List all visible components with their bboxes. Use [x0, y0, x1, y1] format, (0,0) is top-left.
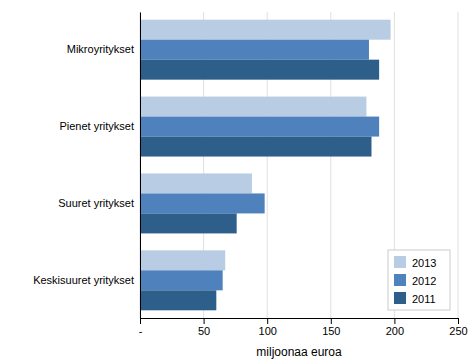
- bar: [140, 97, 366, 117]
- x-axis: - 50 100 150 200 250: [139, 318, 468, 337]
- x-tick: 200: [386, 318, 404, 337]
- legend-item: 2013: [394, 256, 436, 269]
- x-tick: 50: [198, 318, 210, 337]
- grid-line: [140, 12, 141, 318]
- grid-line: [458, 12, 459, 318]
- y-tick-label: Keskisuuret yritykset: [33, 274, 134, 286]
- legend-swatch: [394, 256, 406, 268]
- bar: [140, 117, 379, 137]
- plot: - 50 100 150 200 250 Mikroyritykset Pienet yrit…: [33, 12, 468, 337]
- x-tick-label: 50: [198, 325, 210, 337]
- bar: [140, 250, 225, 270]
- x-tick: 150: [322, 318, 340, 337]
- x-tick-mark: [394, 318, 395, 324]
- x-tick-mark: [267, 318, 268, 324]
- y-axis: Mikroyritykset Pienet yritykset Suuret yri…: [33, 13, 140, 319]
- x-tick: -: [139, 318, 143, 337]
- y-tick: Mikroyritykset: [67, 43, 134, 55]
- y-tick-label: Pienet yritykset: [59, 120, 134, 132]
- x-tick-label: -: [139, 325, 143, 337]
- x-axis-line: [141, 319, 459, 325]
- bar: [140, 213, 237, 233]
- bar: [140, 173, 252, 193]
- bar: [140, 20, 391, 40]
- bar: [140, 193, 265, 213]
- y-tick: Suuret yritykset: [58, 197, 134, 209]
- legend-label: 2012: [412, 275, 436, 287]
- bars: [140, 20, 391, 311]
- bar: [140, 270, 223, 290]
- bar: [140, 137, 372, 157]
- bar-series: [140, 40, 379, 291]
- x-tick-mark: [204, 318, 205, 324]
- grid: [140, 12, 458, 318]
- legend: 2013 2012 2011: [388, 250, 450, 310]
- y-tick-label: Suuret yritykset: [58, 197, 134, 209]
- x-tick-label: 100: [259, 325, 277, 337]
- legend-swatch: [394, 274, 406, 286]
- x-tick-mark: [458, 318, 459, 324]
- bar-series: [140, 20, 391, 271]
- y-tick: Keskisuuret yritykset: [33, 274, 134, 286]
- legend-item: 2012: [394, 274, 436, 287]
- x-tick-label: 150: [322, 325, 340, 337]
- bar-series: [140, 60, 379, 311]
- legend-label: 2013: [412, 257, 436, 269]
- y-axis-line: [140, 13, 141, 319]
- x-tick-label: 200: [386, 325, 404, 337]
- legend-swatch: [394, 292, 406, 304]
- legend-label: 2011: [412, 293, 436, 305]
- legend-item: 2011: [394, 292, 436, 305]
- legend-frame: [388, 250, 450, 310]
- y-tick: Pienet yritykset: [59, 120, 134, 132]
- x-tick: 100: [259, 318, 277, 337]
- bar: [140, 60, 379, 80]
- x-tick-mark: [331, 318, 332, 324]
- y-tick-label: Mikroyritykset: [67, 43, 134, 55]
- bar: [140, 290, 216, 310]
- x-tick: 250: [449, 318, 467, 337]
- x-tick-label: 250: [449, 325, 467, 337]
- x-axis-title: miljoonaa euroa: [256, 345, 342, 359]
- x-tick-mark: [140, 318, 141, 324]
- bar: [140, 40, 369, 60]
- chart: - 50 100 150 200 250 Mikroyritykset Pienet yrit…: [0, 0, 476, 364]
